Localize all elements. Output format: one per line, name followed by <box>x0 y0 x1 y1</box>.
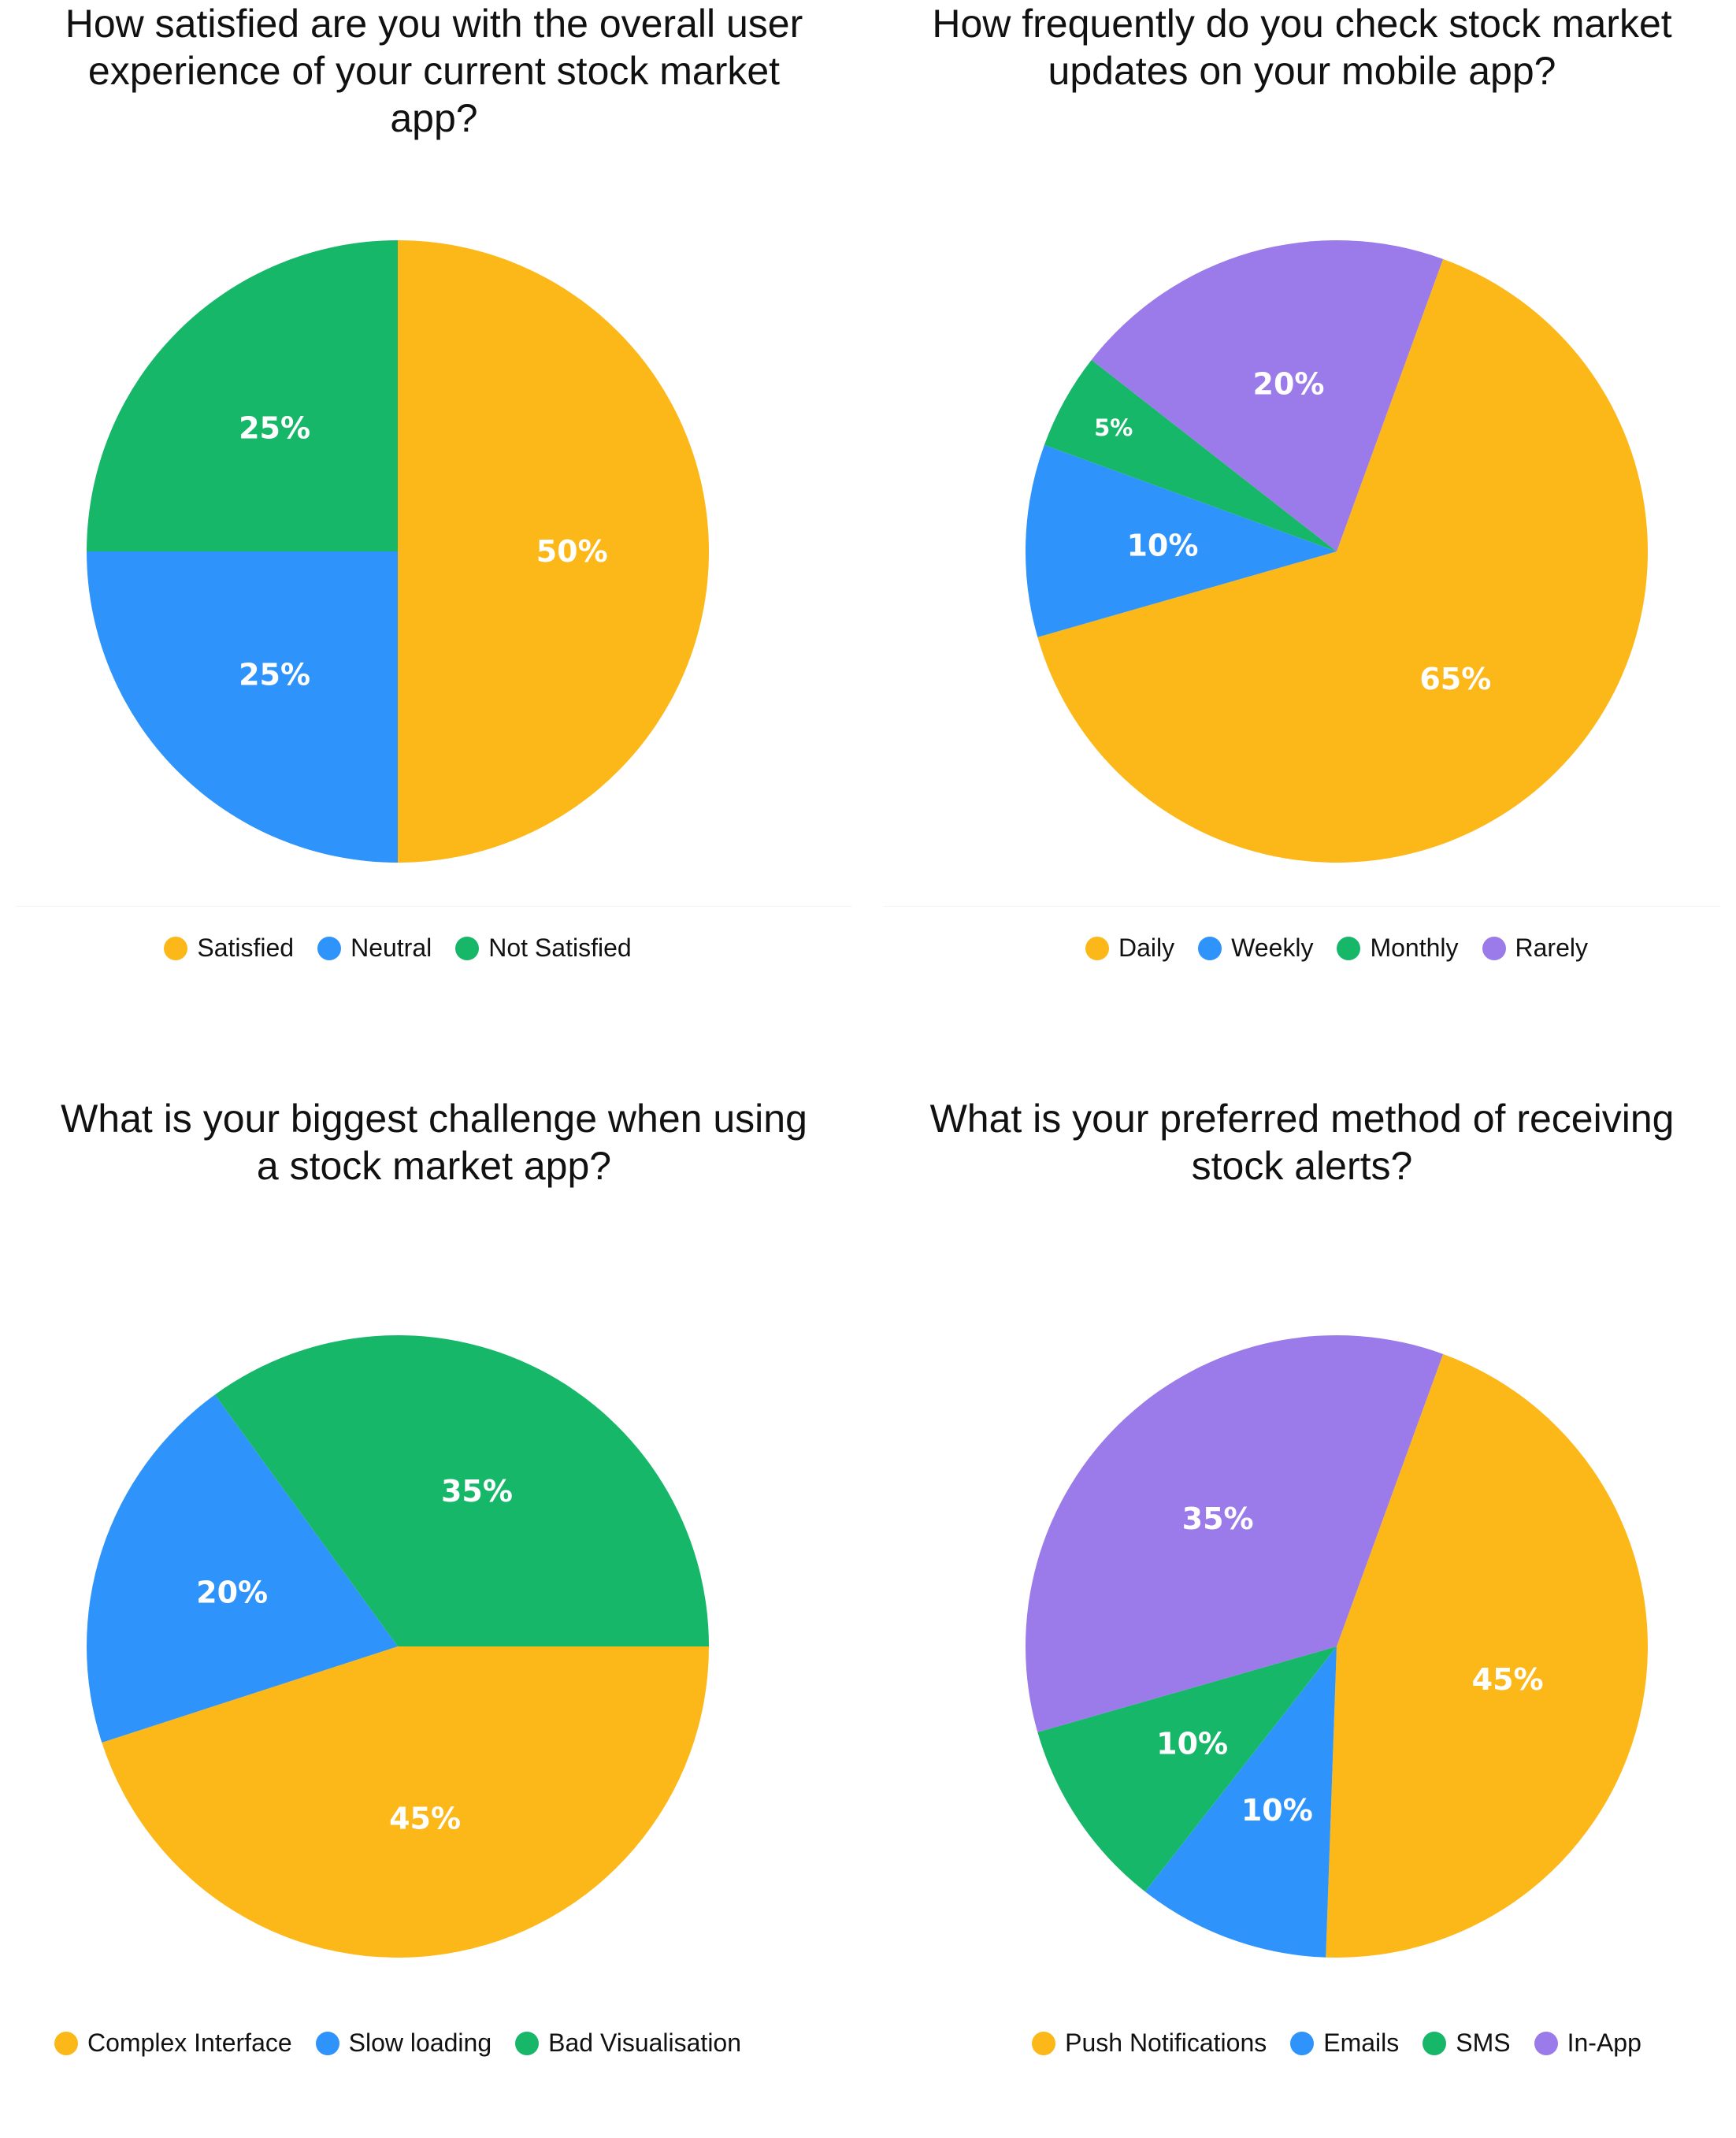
legend-swatch <box>1534 2031 1558 2055</box>
pie-chart: 65% 10% 5% 20% <box>1026 240 1648 863</box>
legend-item: Daily <box>1085 934 1174 963</box>
pie-slice-not-satisfied <box>87 240 398 551</box>
pie-slice-slow-loading <box>86 1394 398 1743</box>
chart-title-line: What is your biggest challenge when usin… <box>61 1097 807 1141</box>
pie-slice-sms <box>1037 1646 1337 1892</box>
legend-label: Satisfied <box>197 934 295 962</box>
legend-swatch <box>1290 2031 1315 2055</box>
legend-swatch <box>455 936 480 960</box>
pie-slice-complex-interface <box>102 1646 710 1958</box>
slice-value-label: 10% <box>1126 528 1198 562</box>
slice-value-label: 10% <box>1156 1727 1228 1761</box>
pie-slice-rarely <box>1091 240 1444 551</box>
legend-swatch <box>1085 936 1110 960</box>
legend-swatch <box>1198 936 1222 960</box>
legend-item: Neutral <box>317 934 432 963</box>
chart-legend: Daily Weekly Monthly Rarely <box>939 934 1734 963</box>
legend-label: Not Satisfied <box>488 934 632 962</box>
chart-title-line: a stock market app? <box>256 1144 612 1188</box>
pie-slice-monthly <box>1044 359 1337 551</box>
slice-value-label: 50% <box>536 534 608 569</box>
legend-swatch <box>1337 936 1361 960</box>
chart-legend: Complex Interface Slow loading Bad Visua… <box>0 2029 796 2058</box>
legend-label: SMS <box>1456 2029 1511 2057</box>
chart-title-line: How satisfied are you with the overall u… <box>65 2 803 46</box>
pie-chart: 45% 20% 35% <box>86 1335 710 1958</box>
legend-label: Bad Visualisation <box>548 2029 742 2057</box>
chart-title: How satisfied are you with the overall u… <box>0 0 868 142</box>
chart-panel-alerts: What is your preferred method of receivi… <box>868 1095 1736 2138</box>
legend-item: Weekly <box>1198 934 1313 963</box>
slice-value-label: 65% <box>1419 662 1491 696</box>
pie-slice-emails <box>1144 1646 1337 1958</box>
legend-item: Complex Interface <box>54 2029 292 2058</box>
chart-title-line: How frequently do you check stock market <box>932 2 1672 46</box>
legend-label: In-App <box>1567 2029 1641 2057</box>
legend-item: In-App <box>1534 2029 1641 2058</box>
legend-swatch <box>317 936 342 960</box>
chart-title-line: stock alerts? <box>1191 1144 1413 1188</box>
pie-slice-push-notifications <box>1326 1353 1648 1958</box>
legend-item: Monthly <box>1337 934 1459 963</box>
legend-label: Push Notifications <box>1065 2029 1267 2057</box>
legend-swatch <box>1032 2031 1056 2055</box>
chart-panel-frequency: How frequently do you check stock market… <box>868 0 1736 1043</box>
legend-item: Push Notifications <box>1032 2029 1267 2058</box>
slice-value-label: 10% <box>1241 1793 1313 1828</box>
pie-slice-bad-visualisation <box>214 1335 709 1646</box>
slice-value-label: 45% <box>389 1801 461 1835</box>
slice-value-label: 45% <box>1472 1662 1544 1697</box>
legend-divider <box>884 906 1720 907</box>
slice-value-label: 20% <box>1253 366 1325 401</box>
legend-swatch <box>1423 2031 1447 2055</box>
pie-chart: 50% 25% 25% <box>87 240 709 863</box>
legend-swatch <box>515 2031 540 2055</box>
chart-legend: Satisfied Neutral Not Satisfied <box>0 934 796 963</box>
pie-slice-in-app <box>1026 1335 1444 1732</box>
pie-slice-neutral <box>87 551 398 863</box>
chart-title-line: app? <box>390 96 478 140</box>
legend-swatch <box>164 936 188 960</box>
legend-label: Monthly <box>1370 934 1459 962</box>
legend-divider <box>16 906 852 907</box>
legend-label: Weekly <box>1231 934 1314 962</box>
chart-legend: Push Notifications Emails SMS In-App <box>939 2029 1734 2058</box>
chart-title: What is your preferred method of receivi… <box>868 1095 1736 1190</box>
chart-title-line: updates on your mobile app? <box>1048 49 1556 93</box>
pie-slice-daily <box>1037 258 1648 863</box>
legend-item: Slow loading <box>315 2029 492 2058</box>
legend-item: Satisfied <box>164 934 294 963</box>
legend-swatch <box>54 2031 78 2055</box>
pie-slice-satisfied <box>398 240 709 863</box>
slice-value-label: 35% <box>1182 1501 1254 1536</box>
legend-label: Rarely <box>1515 934 1588 962</box>
legend-swatch <box>1482 936 1506 960</box>
legend-item: SMS <box>1423 2029 1511 2058</box>
slice-value-label: 20% <box>196 1576 268 1610</box>
slice-value-label: 5% <box>1094 414 1133 441</box>
legend-swatch <box>315 2031 339 2055</box>
legend-label: Daily <box>1118 934 1175 962</box>
chart-title: How frequently do you check stock market… <box>868 0 1736 95</box>
chart-title-line: What is your preferred method of receivi… <box>929 1097 1675 1141</box>
pie-chart: 45% 10% 10% 35% <box>1026 1335 1648 1958</box>
legend-label: Complex Interface <box>87 2029 292 2057</box>
pie-slice-weekly <box>1026 444 1337 637</box>
legend-item: Bad Visualisation <box>515 2029 741 2058</box>
chart-title: What is your biggest challenge when usin… <box>0 1095 868 1190</box>
slice-value-label: 35% <box>441 1474 513 1509</box>
legend-item: Emails <box>1290 2029 1399 2058</box>
legend-label: Emails <box>1323 2029 1400 2057</box>
slice-value-label: 25% <box>239 411 310 446</box>
chart-title-line: experience of your current stock market <box>87 49 781 93</box>
legend-label: Neutral <box>351 934 432 962</box>
chart-panel-satisfaction: How satisfied are you with the overall u… <box>0 0 868 1043</box>
legend-item: Not Satisfied <box>455 934 632 963</box>
legend-item: Rarely <box>1482 934 1588 963</box>
legend-label: Slow loading <box>348 2029 492 2057</box>
chart-panel-challenge: What is your biggest challenge when usin… <box>0 1095 868 2138</box>
slice-value-label: 25% <box>239 657 310 692</box>
